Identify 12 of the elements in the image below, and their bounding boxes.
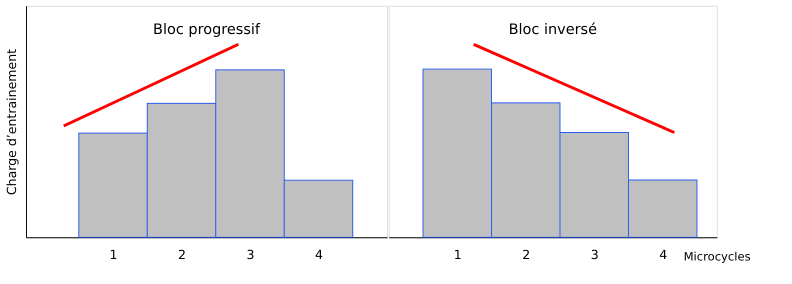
x-tick-label: 2 <box>178 247 186 262</box>
x-axis-title: Microcycles <box>684 249 751 264</box>
y-axis-title: Charge d’entrainement <box>4 48 19 196</box>
chart-title: Bloc inversé <box>508 22 598 38</box>
x-tick-label: 3 <box>246 247 254 262</box>
x-tick-label: 2 <box>522 247 530 262</box>
chart-title: Bloc progressif <box>153 22 261 38</box>
x-tick-label: 4 <box>659 247 668 262</box>
x-tick-label: 1 <box>454 247 462 262</box>
x-tick-label: 3 <box>590 247 599 262</box>
x-tick-label: 1 <box>110 247 118 262</box>
x-tick-label: 4 <box>315 247 323 262</box>
